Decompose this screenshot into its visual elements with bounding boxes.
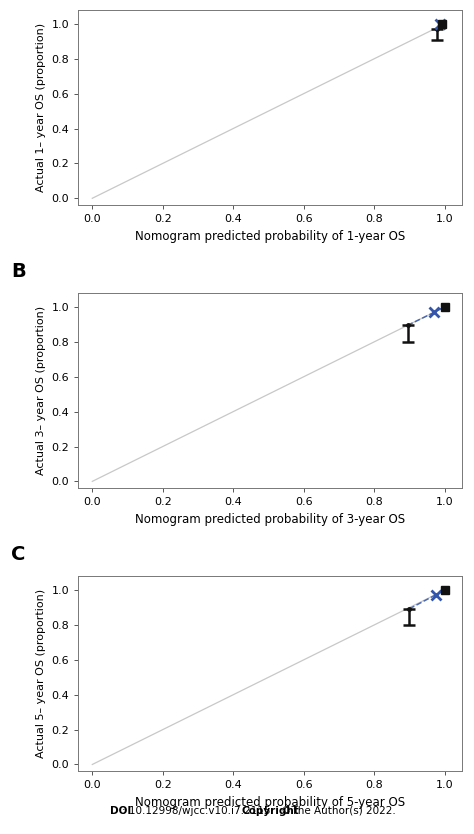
Text: ©The Author(s) 2022.: ©The Author(s) 2022. [278,806,396,816]
Text: : 10.12998/wjcc.v10.i7.2115: : 10.12998/wjcc.v10.i7.2115 [122,806,277,816]
X-axis label: Nomogram predicted probability of 1-year OS: Nomogram predicted probability of 1-year… [135,230,405,243]
Text: DOI: DOI [110,806,131,816]
Text: Copyright: Copyright [241,806,299,816]
Y-axis label: Actual 3– year OS (proportion): Actual 3– year OS (proportion) [36,306,46,475]
X-axis label: Nomogram predicted probability of 5-year OS: Nomogram predicted probability of 5-year… [135,796,405,809]
Text: C: C [11,545,26,565]
Text: B: B [11,263,26,281]
X-axis label: Nomogram predicted probability of 3-year OS: Nomogram predicted probability of 3-year… [135,513,405,526]
Y-axis label: Actual 5– year OS (proportion): Actual 5– year OS (proportion) [36,590,46,758]
Y-axis label: Actual 1– year OS (proportion): Actual 1– year OS (proportion) [36,23,46,192]
